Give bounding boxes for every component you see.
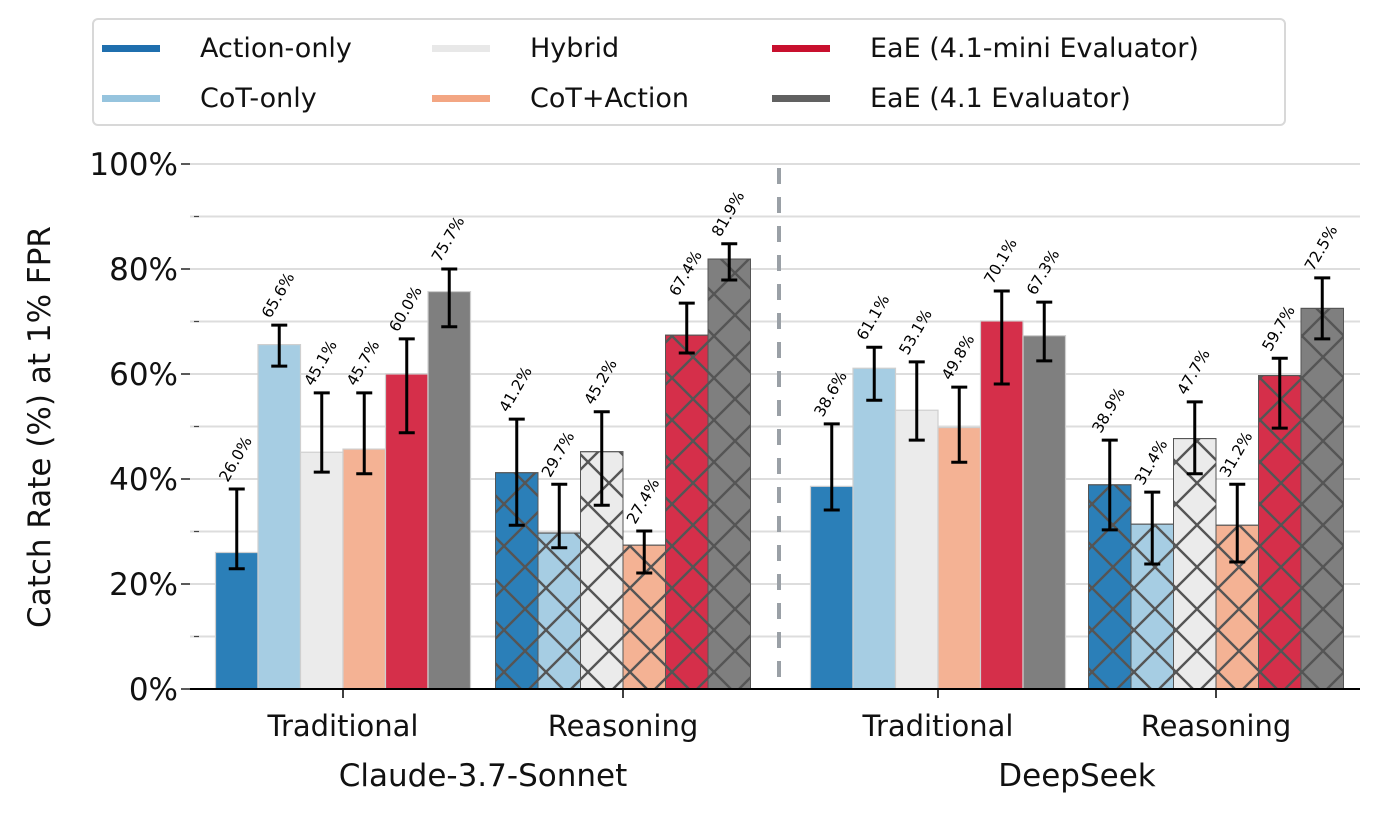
bar-hatch-eae-4-1-evaluator (1300, 307, 1344, 690)
legend-swatch-action-only (102, 44, 160, 52)
group-label: DeepSeek (998, 758, 1156, 794)
y-tick-label: 0% (129, 672, 178, 708)
legend-label: CoT+Action (530, 82, 690, 114)
data-label: 45.1% (301, 337, 341, 389)
data-label: 26.0% (216, 433, 256, 485)
legend-swatch-eae-41 (772, 94, 830, 102)
bar-cot-action (342, 448, 387, 690)
data-label: 61.1% (853, 292, 893, 344)
group-label: Claude-3.7-Sonnet (339, 758, 628, 794)
data-label: 38.9% (1089, 384, 1129, 436)
bar-action-only (809, 485, 854, 690)
data-label: 53.1% (896, 306, 936, 358)
error-bars (228, 242, 1331, 575)
legend-label: Hybrid (530, 32, 620, 64)
legend-swatch-cot-action (432, 94, 490, 102)
data-label: 72.5% (1301, 222, 1341, 274)
bar-hatch-eae-4-1-evaluator (707, 258, 751, 690)
bar-cot-only (257, 344, 302, 690)
x-tick-label: Reasoning (548, 709, 699, 743)
data-label: 41.2% (496, 363, 536, 415)
y-tick-label: 40% (109, 462, 178, 498)
bar-hybrid (894, 409, 939, 690)
data-label: 49.8% (938, 331, 978, 383)
legend-item-hybrid: Hybrid (432, 30, 619, 66)
legend-label: EaE (4.1 Evaluator) (870, 82, 1131, 114)
data-label: 45.7% (343, 337, 383, 389)
legend-swatch-eae-mini (772, 44, 830, 52)
data-label: 38.6% (811, 368, 851, 420)
y-tick-label: 100% (89, 147, 178, 183)
bar-hatch-eae-4-1-mini-evaluator (665, 334, 709, 690)
legend-item-cot-only: CoT-only (102, 80, 317, 116)
data-label: 70.1% (981, 235, 1021, 287)
axes: 0% 20% 40% 60% 80% 100% Traditional Reasoning Tr… (89, 147, 1360, 794)
x-tick-label: Traditional (862, 709, 1014, 743)
y-tick-label: 80% (109, 252, 178, 288)
legend-label: Action-only (200, 32, 352, 64)
bar-hatch-cot-only (537, 532, 581, 690)
bar-eae-4-1-evaluator (427, 290, 472, 690)
data-label: 45.2% (581, 356, 621, 408)
data-label: 59.7% (1259, 303, 1299, 355)
bar-cot-action (937, 426, 982, 690)
data-label: 75.7% (428, 213, 468, 265)
data-label: 67.4% (666, 247, 706, 299)
bar-hatch-hybrid (1173, 438, 1217, 690)
bar-cot-only (852, 367, 897, 690)
x-tick-label: Reasoning (1141, 709, 1292, 743)
bar-hybrid (299, 451, 344, 690)
legend-item-eae-mini: EaE (4.1-mini Evaluator) (772, 30, 1199, 66)
data-label: 31.2% (1216, 429, 1256, 481)
data-label: 60.0% (386, 283, 426, 335)
legend-swatch-hybrid (432, 44, 490, 52)
legend-label: EaE (4.1-mini Evaluator) (870, 32, 1199, 64)
y-tick-label: 60% (109, 357, 178, 393)
data-label: 29.7% (538, 429, 578, 481)
x-tick-label: Traditional (267, 709, 419, 743)
legend-item-cot-action: CoT+Action (432, 80, 689, 116)
y-tick-label: 20% (109, 567, 178, 603)
data-label: 81.9% (708, 188, 748, 240)
legend-item-eae-41: EaE (4.1 Evaluator) (772, 80, 1131, 116)
legend-item-action-only: Action-only (102, 30, 352, 66)
data-label: 31.4% (1131, 436, 1171, 488)
data-label: 27.4% (623, 475, 663, 527)
data-label: 65.6% (258, 270, 298, 322)
bar-action-only (214, 551, 259, 690)
legend-label: CoT-only (200, 82, 317, 114)
data-label: 47.7% (1174, 346, 1214, 398)
data-label: 67.3% (1023, 246, 1063, 298)
legend-swatch-cot-only (102, 94, 160, 102)
y-axis-label: Catch Rate (%) at 1% FPR (22, 226, 58, 628)
legend: Action-only CoT-only Hybrid CoT+Action E… (92, 18, 1286, 126)
bar-eae-4-1-evaluator (1022, 335, 1067, 690)
